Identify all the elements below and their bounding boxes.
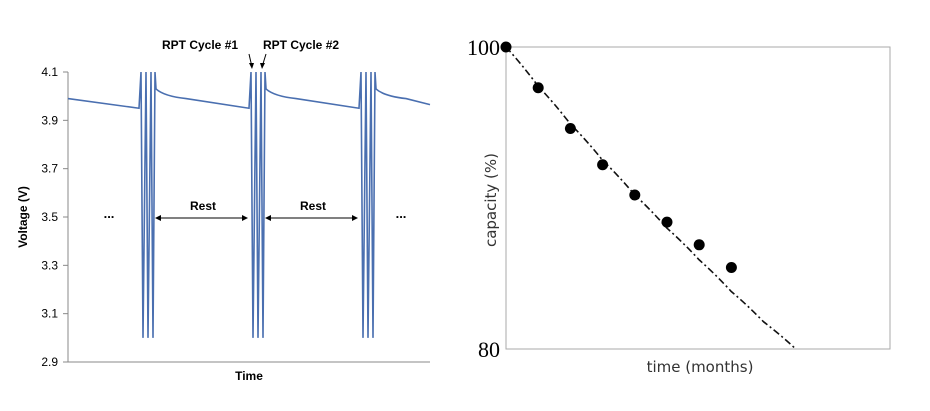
capacity-fit-curve	[505, 46, 797, 350]
capacity-plot-frame	[505, 46, 891, 350]
capacity-y-axis-label: capacity (%)	[482, 153, 500, 247]
ellipsis-left: ...	[104, 206, 115, 221]
voltage-y-tick-label: 2.9	[41, 355, 58, 369]
rest-2-arrowhead-right	[352, 215, 358, 221]
voltage-y-ticks: 2.9 3.1 3.3 3.5 3.7 3.9 4.1	[41, 65, 68, 369]
voltage-y-tick-label: 3.7	[41, 162, 58, 176]
voltage-chart: 2.9 3.1 3.3 3.5 3.7 3.9 4.1 Voltage (V) Time R…	[16, 38, 431, 383]
capacity-data-point	[693, 239, 705, 251]
voltage-y-tick-label: 3.5	[41, 210, 58, 224]
rpt-cycle-2-arrowhead	[260, 63, 265, 69]
ellipsis-right: ...	[396, 206, 407, 221]
capacity-data-point	[661, 216, 673, 228]
voltage-y-tick-label: 3.9	[41, 113, 58, 127]
voltage-x-axis-label: Time	[235, 369, 263, 383]
rest-1-arrowhead-right	[242, 215, 248, 221]
capacity-y-tick-label: 100	[467, 35, 500, 60]
rest-1-label: Rest	[190, 199, 216, 213]
capacity-data-point	[629, 189, 641, 201]
voltage-y-axis-label: Voltage (V)	[16, 186, 30, 248]
rpt-cycle-1-arrowhead	[249, 63, 254, 69]
rest-2-label: Rest	[300, 199, 326, 213]
rpt-cycle-2-label: RPT Cycle #2	[263, 38, 339, 52]
capacity-chart: 80 100 capacity (%) time (months)	[467, 35, 891, 376]
voltage-y-tick-label: 3.3	[41, 258, 58, 272]
capacity-data-point	[725, 261, 737, 273]
capacity-x-axis-label: time (months)	[647, 358, 754, 376]
capacity-points	[500, 41, 737, 273]
voltage-y-tick-label: 4.1	[41, 65, 58, 79]
capacity-y-tick-label: 80	[478, 337, 500, 362]
capacity-y-ticks: 80 100	[467, 35, 500, 362]
rest-2-arrowhead-left	[265, 215, 271, 221]
capacity-data-point	[532, 82, 544, 94]
capacity-data-point	[597, 159, 609, 171]
voltage-y-tick-label: 3.1	[41, 307, 58, 321]
capacity-data-point	[500, 41, 512, 53]
voltage-trace	[67, 71, 431, 338]
capacity-data-point	[564, 123, 576, 135]
rest-1-arrowhead-left	[155, 215, 161, 221]
rpt-cycle-1-label: RPT Cycle #1	[162, 38, 238, 52]
